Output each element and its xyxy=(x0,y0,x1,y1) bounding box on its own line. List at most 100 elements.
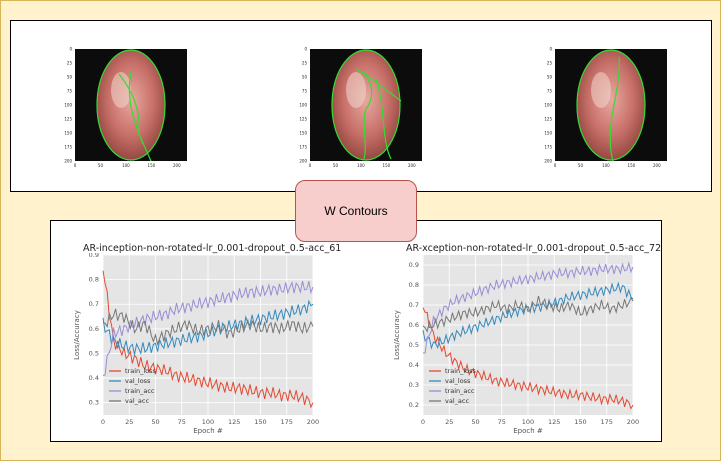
image-y-tick: 200 xyxy=(299,159,307,164)
contour-images-panel: 0 25 50 75 100 125 150 175 200 0 50 100 150 200 0 25 50… xyxy=(10,20,712,192)
series-line-train_loss xyxy=(102,270,314,409)
image-y-tick: 100 xyxy=(299,103,307,108)
y-tick-label: 0.3 xyxy=(89,399,99,407)
image-y-tick: 25 xyxy=(67,61,73,66)
x-tick-label: 0 xyxy=(421,418,425,426)
image-x-tick: 50 xyxy=(98,163,104,168)
x-tick-label: 200 xyxy=(307,418,319,426)
x-tick-label: 175 xyxy=(281,418,293,426)
chart-xception: 0 25 50 75 100 125 150 175 200 0.2 0.3 0.4 0.5 0.6 0.7… xyxy=(393,255,639,435)
y-tick-label: 0.5 xyxy=(409,341,419,349)
y-tick-label: 0.8 xyxy=(89,276,99,284)
image-x-tick: 150 xyxy=(148,163,156,168)
x-tick-label: 50 xyxy=(471,418,479,426)
x-tick-label: 200 xyxy=(627,418,639,426)
tissue-highlight xyxy=(346,72,366,108)
image-y-tick: 150 xyxy=(64,131,72,136)
x-tick-label: 150 xyxy=(254,418,266,426)
x-axis-label: Epoch # xyxy=(513,427,543,435)
x-axis-label: Epoch # xyxy=(193,427,223,435)
contour-line xyxy=(609,56,620,162)
image-y-tick: 75 xyxy=(547,89,553,94)
legend-entry: train_loss xyxy=(125,367,157,375)
contour-line xyxy=(355,68,402,160)
image-x-tick: 0 xyxy=(309,163,312,168)
x-tick-label: 0 xyxy=(101,418,105,426)
image-y-tick: 150 xyxy=(299,131,307,136)
x-tick-label: 25 xyxy=(445,418,453,426)
image-y-tick: 125 xyxy=(64,117,72,122)
tissue-region xyxy=(331,49,401,161)
image-x-tick: 0 xyxy=(554,163,557,168)
image-x-tick: 50 xyxy=(578,163,584,168)
image-y-tick: 25 xyxy=(302,61,308,66)
image-y-tick: 100 xyxy=(64,103,72,108)
chart-title-2: AR-xception-non-rotated-lr_0.001-dropout… xyxy=(406,243,662,254)
image-y-tick: 200 xyxy=(64,159,72,164)
image-x-tick: 100 xyxy=(602,163,610,168)
image-x-tick: 100 xyxy=(357,163,365,168)
y-tick-label: 0.5 xyxy=(89,349,99,357)
x-tick-label: 75 xyxy=(178,418,186,426)
y-tick-label: 0.7 xyxy=(409,301,419,309)
image-y-tick: 50 xyxy=(302,75,308,80)
image-y-tick: 0 xyxy=(549,47,552,52)
w-contours-label: W Contours xyxy=(295,180,417,242)
image-y-tick: 50 xyxy=(67,75,73,80)
y-tick-label: 0.8 xyxy=(409,281,419,289)
image-y-tick: 75 xyxy=(67,89,73,94)
legend-entry: train_acc xyxy=(445,387,475,395)
legend-entry: val_loss xyxy=(445,377,471,385)
image-x-tick: 150 xyxy=(628,163,636,168)
x-tick-label: 125 xyxy=(228,418,240,426)
y-axis-label: Loss/Accuracy xyxy=(393,310,401,360)
x-tick-label: 125 xyxy=(548,418,560,426)
image-y-tick: 125 xyxy=(544,117,552,122)
x-tick-label: 175 xyxy=(601,418,613,426)
series-line-val_loss xyxy=(102,299,314,355)
tissue-highlight xyxy=(111,72,131,108)
image-x-tick: 150 xyxy=(383,163,391,168)
y-tick-label: 0.6 xyxy=(409,321,419,329)
x-tick-label: 25 xyxy=(125,418,133,426)
y-axis-label: Loss/Accuracy xyxy=(73,310,81,360)
image-y-tick: 125 xyxy=(299,117,307,122)
y-tick-label: 0.2 xyxy=(409,401,419,409)
series-line-train_acc xyxy=(422,261,634,354)
legend-entry: val_acc xyxy=(445,397,469,405)
image-y-tick: 0 xyxy=(304,47,307,52)
y-tick-label: 0.7 xyxy=(89,300,99,308)
series-line-train_loss xyxy=(422,307,634,410)
series-line-val_loss xyxy=(422,281,634,350)
legend-entry: train_loss xyxy=(445,367,477,375)
x-tick-label: 150 xyxy=(574,418,586,426)
legend-entry: train_acc xyxy=(125,387,155,395)
series-line-val_acc xyxy=(102,308,314,346)
image-y-tick: 0 xyxy=(69,47,72,52)
contour-line xyxy=(118,70,152,162)
image-x-tick: 200 xyxy=(653,163,661,168)
x-tick-label: 100 xyxy=(522,418,534,426)
y-tick-label: 0.3 xyxy=(409,381,419,389)
y-tick-label: 0.6 xyxy=(89,325,99,333)
image-y-tick: 25 xyxy=(547,61,553,66)
image-y-tick: 75 xyxy=(302,89,308,94)
image-y-tick: 175 xyxy=(544,145,552,150)
image-y-tick: 200 xyxy=(544,159,552,164)
series-line-val_acc xyxy=(422,295,634,333)
y-tick-label: 0.4 xyxy=(89,374,99,382)
x-tick-label: 100 xyxy=(202,418,214,426)
chart-title-1: AR-inception-non-rotated-lr_0.001-dropou… xyxy=(83,243,342,254)
image-y-tick: 150 xyxy=(544,131,552,136)
x-tick-label: 50 xyxy=(151,418,159,426)
y-tick-label: 0.4 xyxy=(409,361,419,369)
image-y-tick: 50 xyxy=(547,75,553,80)
tissue-region xyxy=(576,49,646,161)
y-tick-label: 0.9 xyxy=(89,253,99,259)
y-tick-label: 0.9 xyxy=(409,261,419,269)
image-y-tick: 175 xyxy=(299,145,307,150)
legend-entry: val_acc xyxy=(125,397,149,405)
